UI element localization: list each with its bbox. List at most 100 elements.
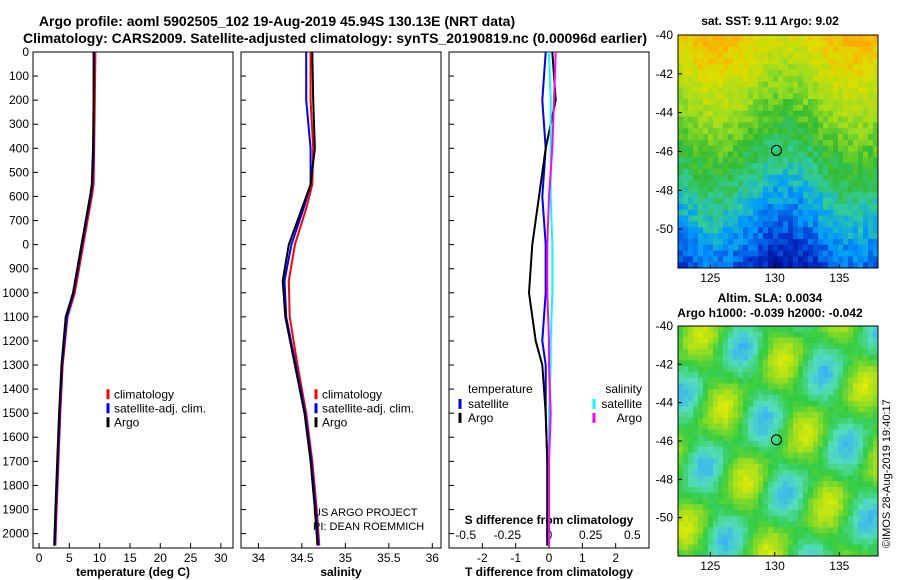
map-cell bbox=[678, 464, 684, 471]
map-cell bbox=[848, 423, 854, 430]
map-cell bbox=[708, 527, 714, 534]
map-cell bbox=[808, 186, 814, 193]
y-tick-label: 600 bbox=[9, 189, 29, 203]
map-cell bbox=[863, 221, 869, 228]
y-tick-label: 900 bbox=[9, 262, 29, 276]
map-cell bbox=[748, 64, 754, 71]
map-cell bbox=[723, 441, 729, 448]
map-cell bbox=[678, 233, 684, 240]
map-cell bbox=[808, 221, 814, 228]
map-cell bbox=[853, 515, 859, 522]
map-cell bbox=[703, 331, 709, 338]
map-cell bbox=[808, 475, 814, 482]
map-cell bbox=[723, 203, 729, 211]
map-cell bbox=[708, 69, 714, 77]
map-cell bbox=[758, 221, 764, 228]
map-cell bbox=[788, 349, 794, 356]
map-cell bbox=[713, 498, 719, 505]
map-cell bbox=[848, 244, 854, 251]
map-cell bbox=[718, 550, 724, 557]
map-cell bbox=[853, 192, 859, 199]
map-cell bbox=[853, 256, 859, 263]
map-cell bbox=[728, 64, 734, 71]
map-cell bbox=[873, 186, 879, 193]
map-cell bbox=[683, 527, 689, 534]
map-cell bbox=[718, 250, 724, 257]
map-cell bbox=[828, 515, 834, 522]
map-cell bbox=[778, 262, 784, 269]
map-cell bbox=[873, 533, 879, 540]
x-axis-label: temperature (deg C) bbox=[76, 565, 190, 579]
map-cell bbox=[858, 331, 864, 338]
map-cell bbox=[778, 87, 784, 94]
map-cell bbox=[693, 458, 699, 465]
map-cell bbox=[803, 366, 809, 373]
map-cell bbox=[843, 238, 849, 246]
map-cell bbox=[823, 180, 829, 187]
map-cell bbox=[728, 116, 734, 123]
map-cell bbox=[848, 69, 854, 77]
map-cell bbox=[723, 93, 729, 100]
map-cell bbox=[758, 498, 764, 505]
map-cell bbox=[683, 464, 689, 471]
map-cell bbox=[853, 75, 859, 83]
map-cell bbox=[838, 203, 844, 211]
map-cell bbox=[748, 418, 754, 425]
map-cell bbox=[833, 354, 839, 361]
map-cell bbox=[843, 35, 849, 42]
map-cell bbox=[713, 203, 719, 211]
map-cell bbox=[703, 452, 709, 459]
map-cell bbox=[753, 81, 759, 88]
map-cell bbox=[693, 510, 699, 517]
map-cell bbox=[763, 377, 769, 384]
map-cell bbox=[788, 227, 794, 234]
map-cell bbox=[688, 110, 694, 117]
map-cell bbox=[748, 58, 754, 65]
map-cell bbox=[748, 429, 754, 436]
map-cell bbox=[853, 418, 859, 425]
map-cell bbox=[703, 406, 709, 413]
map-cell bbox=[683, 487, 689, 494]
map-cell bbox=[808, 521, 814, 528]
map-cell bbox=[703, 464, 709, 471]
map-cell bbox=[758, 35, 764, 42]
map-cell bbox=[738, 139, 744, 147]
map-cell bbox=[873, 510, 879, 517]
map-cell bbox=[713, 69, 719, 77]
map-cell bbox=[693, 221, 699, 228]
map-cell bbox=[778, 395, 784, 402]
map-cell bbox=[863, 116, 869, 123]
map-cell bbox=[818, 389, 824, 396]
map-cell bbox=[778, 464, 784, 471]
map-cell bbox=[853, 262, 859, 269]
map-cell bbox=[763, 544, 769, 551]
map-cell bbox=[773, 99, 779, 106]
map-cell bbox=[813, 469, 819, 476]
map-cell bbox=[728, 192, 734, 199]
map-cell bbox=[778, 354, 784, 361]
map-cell bbox=[863, 354, 869, 361]
map-cell bbox=[823, 227, 829, 234]
map-cell bbox=[698, 550, 704, 557]
map-cell bbox=[858, 521, 864, 528]
map-cell bbox=[838, 464, 844, 471]
map-cell bbox=[768, 198, 774, 205]
map-cell bbox=[808, 389, 814, 396]
map-cell bbox=[858, 40, 864, 48]
map-cell bbox=[718, 372, 724, 379]
map-cell bbox=[688, 186, 694, 193]
map-cell bbox=[793, 464, 799, 471]
map-cell bbox=[838, 492, 844, 499]
map-cell bbox=[788, 99, 794, 106]
map-cell bbox=[683, 221, 689, 228]
map-cell bbox=[808, 349, 814, 356]
map-cell bbox=[688, 139, 694, 147]
map-cell bbox=[723, 452, 729, 459]
map-cell bbox=[838, 498, 844, 505]
y-tick-label: 100 bbox=[9, 69, 29, 83]
map-cell bbox=[753, 69, 759, 77]
map-cell bbox=[783, 406, 789, 413]
map-cell bbox=[823, 192, 829, 199]
map-cell bbox=[703, 221, 709, 228]
